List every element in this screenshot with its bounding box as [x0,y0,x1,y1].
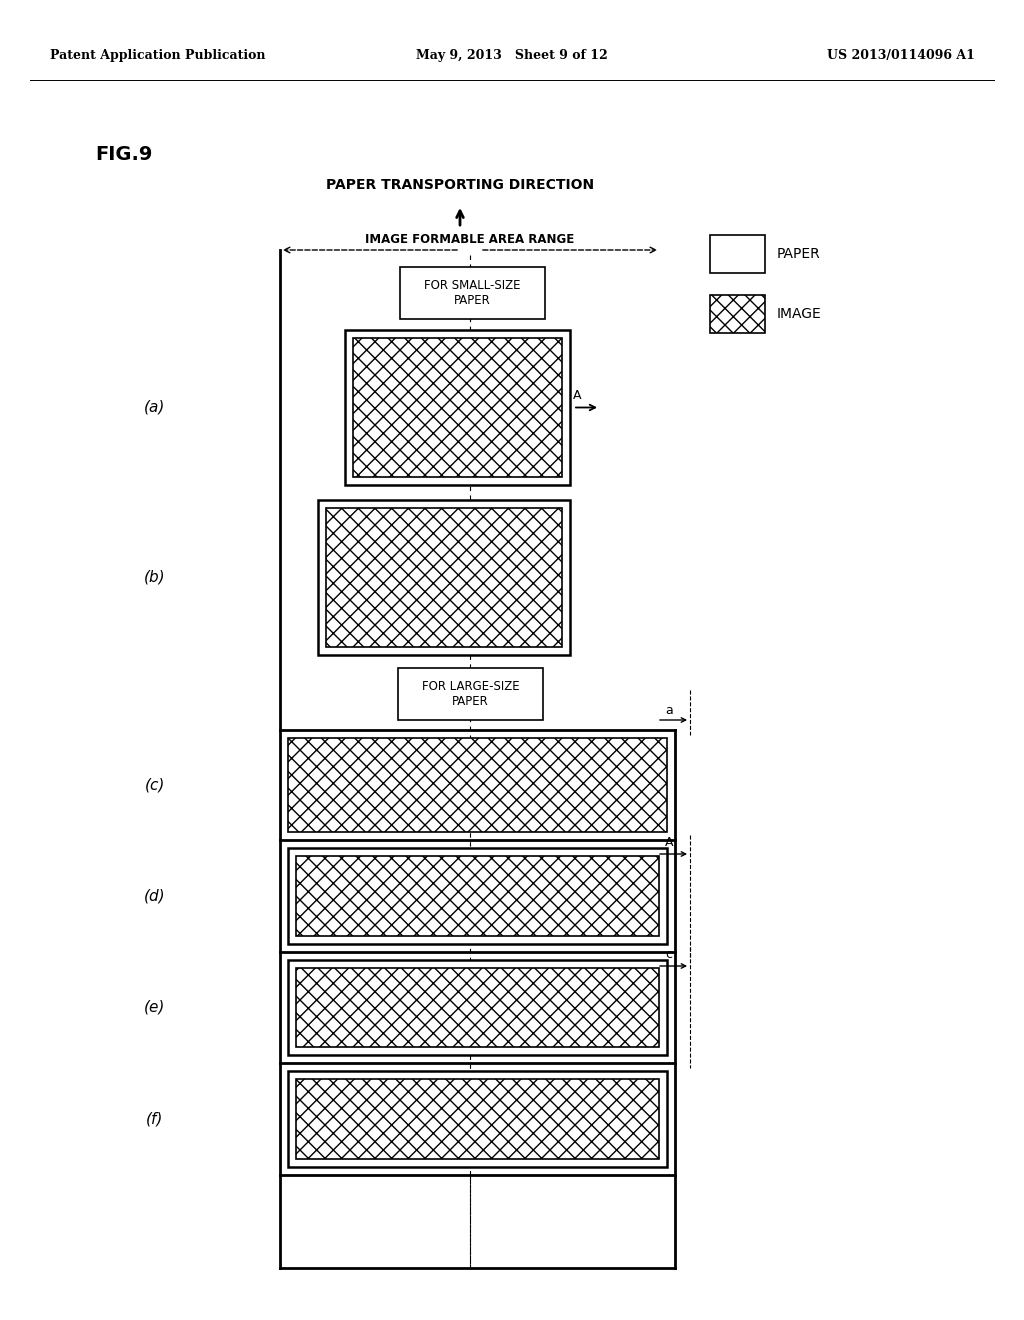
Bar [296,1078,659,1159]
Bar [398,668,543,719]
Text: PAPER: PAPER [777,247,821,261]
Text: US 2013/0114096 A1: US 2013/0114096 A1 [827,49,975,62]
Bar [710,294,765,333]
Text: (a): (a) [144,400,166,414]
Text: IMAGE FORMABLE AREA RANGE: IMAGE FORMABLE AREA RANGE [366,234,574,246]
Text: A: A [665,836,674,849]
Text: IMAGE: IMAGE [777,308,821,321]
Bar [353,338,562,477]
Bar [710,235,765,273]
Text: (e): (e) [144,1001,166,1015]
Text: (b): (b) [144,570,166,585]
Text: a: a [665,704,673,717]
Bar [288,738,667,832]
Text: c: c [665,948,672,961]
Text: (d): (d) [144,888,166,903]
Text: (f): (f) [146,1111,164,1126]
Text: (c): (c) [144,777,165,792]
Bar [345,330,570,484]
Bar [326,508,562,647]
Bar [400,267,545,319]
Bar [288,1071,667,1167]
Text: A: A [573,389,582,403]
Text: PAPER TRANSPORTING DIRECTION: PAPER TRANSPORTING DIRECTION [326,178,594,191]
Bar [288,960,667,1055]
Bar [296,968,659,1047]
Text: FOR SMALL-SIZE
PAPER: FOR SMALL-SIZE PAPER [424,279,521,308]
Bar [288,847,667,944]
Bar [296,855,659,936]
Text: FOR LARGE-SIZE
PAPER: FOR LARGE-SIZE PAPER [422,680,519,708]
Text: Patent Application Publication: Patent Application Publication [50,49,265,62]
Text: May 9, 2013   Sheet 9 of 12: May 9, 2013 Sheet 9 of 12 [416,49,608,62]
Bar [318,500,570,655]
Text: FIG.9: FIG.9 [95,145,153,165]
